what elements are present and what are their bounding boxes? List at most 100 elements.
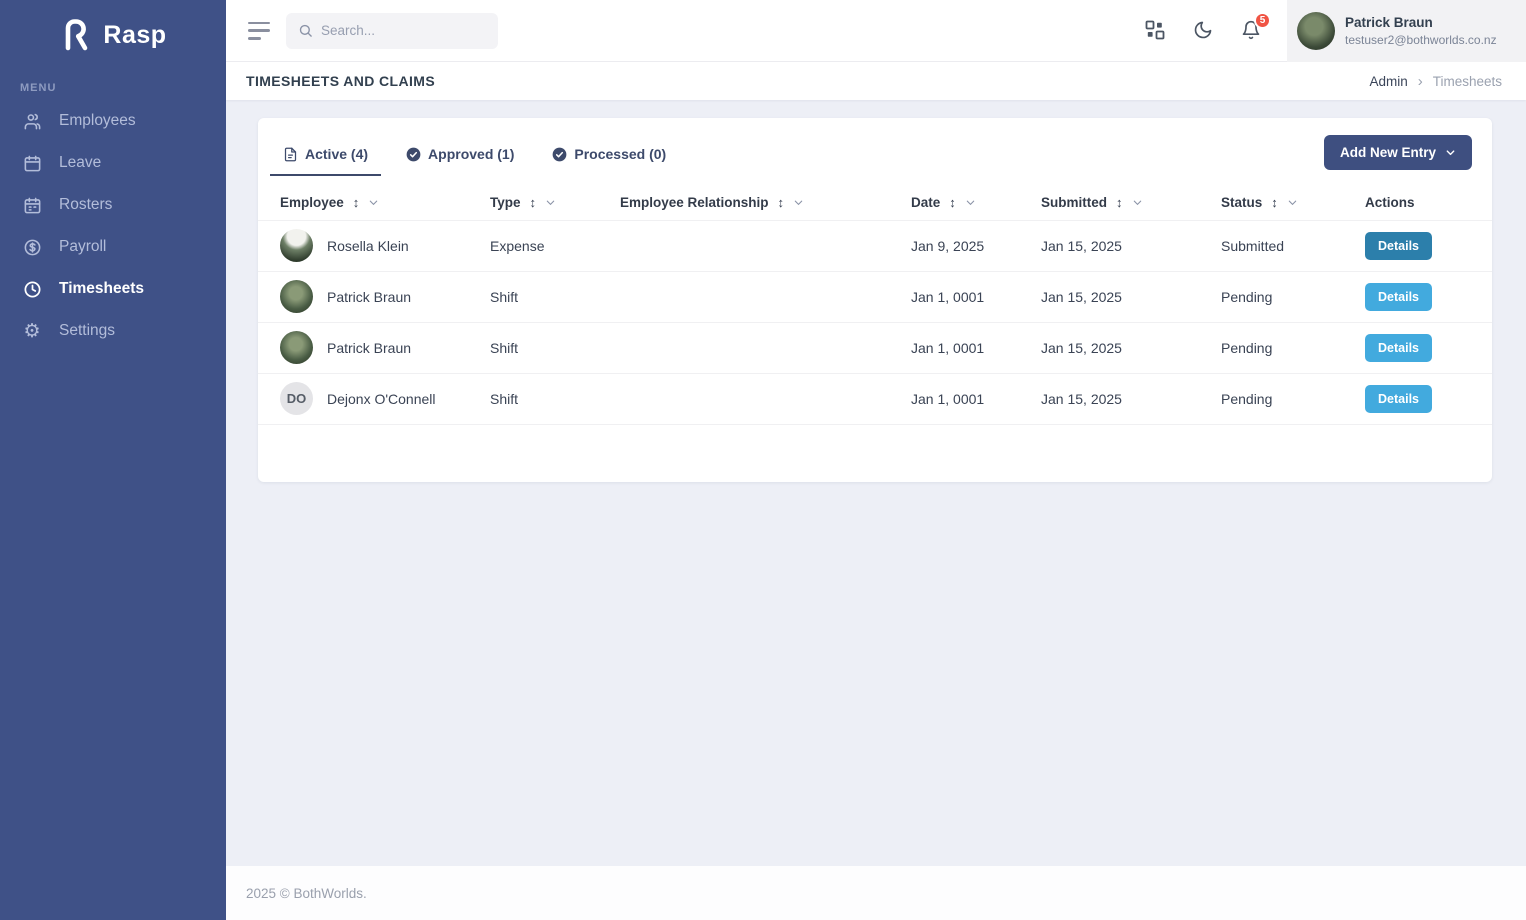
notifications-bell-icon[interactable]: 5 [1241,11,1271,42]
user-menu[interactable]: Patrick Braun testuser2@bothworlds.co.nz [1287,0,1526,62]
sidebar-item-label: Settings [59,322,116,339]
sidebar-item-rosters[interactable]: Rosters [0,184,226,226]
avatar [280,280,313,313]
sidebar-item-label: Timesheets [59,280,145,297]
search-icon [299,24,312,37]
type-cell: Expense [490,237,545,254]
sidebar-item-payroll[interactable]: Payroll [0,226,226,268]
timesheets-card: Active (4) Approved (1) Processed (0) Ad… [258,118,1492,482]
sidebar-item-label: Payroll [59,238,107,255]
status-cell: Submitted [1221,237,1285,254]
date-cell: Jan 1, 0001 [911,390,985,407]
gear-icon: ⚙ [23,320,41,342]
avatar [280,331,313,364]
breadcrumb-admin[interactable]: Admin [1369,73,1408,89]
search-input[interactable] [321,23,471,38]
clock-icon [22,279,42,299]
search-box [286,12,498,49]
column-label: Status [1221,195,1263,211]
dark-mode-moon-icon[interactable] [1193,20,1215,42]
sort-icon[interactable]: ↕ [949,195,956,211]
column-label: Employee Relationship [620,195,769,211]
tabs-row: Active (4) Approved (1) Processed (0) Ad… [258,118,1492,186]
column-header-submitted[interactable]: Submitted ↕ [1041,186,1221,220]
file-icon [284,147,297,161]
details-button[interactable]: Details [1365,231,1432,260]
column-header-date[interactable]: Date ↕ [911,186,1041,220]
column-label: Submitted [1041,195,1107,211]
column-header-type[interactable]: Type ↕ [490,186,620,220]
chevron-down-icon [1446,150,1455,156]
chevron-down-icon[interactable] [1132,197,1143,208]
dollar-circle-icon [22,237,42,257]
menu-section-label: MENU [20,82,57,94]
brand[interactable]: Rasp [0,0,226,64]
brand-name: Rasp [103,20,167,49]
tab-active[interactable]: Active (4) [270,142,382,184]
tab-label: Active (4) [305,146,369,162]
column-header-status[interactable]: Status ↕ [1221,186,1365,220]
apps-grid-icon[interactable] [1145,20,1167,42]
user-email: testuser2@bothworlds.co.nz [1345,32,1497,47]
details-button[interactable]: Details [1365,282,1432,311]
chevron-down-icon[interactable] [1287,197,1298,208]
topbar-icons: 5 [1145,11,1287,42]
status-cell: Pending [1221,288,1273,305]
details-button[interactable]: Details [1365,333,1432,362]
date-cell: Jan 1, 0001 [911,288,985,305]
calendar-grid-icon [22,195,42,215]
table-row: DO Dejonx O'Connell Shift Jan 1, 0001 Jan… [258,373,1492,424]
page-title: TIMESHEETS AND CLAIMS [246,73,436,89]
avatar [280,229,313,262]
relationship-cell [620,373,911,424]
submitted-cell: Jan 15, 2025 [1041,390,1122,407]
sidebar-item-timesheets[interactable]: Timesheets [0,268,226,310]
user-info: Patrick Braun testuser2@bothworlds.co.nz [1345,14,1497,46]
sidebar-item-label: Rosters [59,196,113,213]
table-header-row: Employee ↕ Type ↕ Employee Relationship ↕ D… [258,186,1492,220]
tab-approved[interactable]: Approved (1) [393,142,527,184]
column-header-employee[interactable]: Employee ↕ [258,186,490,220]
submitted-cell: Jan 15, 2025 [1041,288,1122,305]
main-column: 5 Patrick Braun testuser2@bothworlds.co.… [226,0,1526,920]
notification-count-badge: 5 [1254,11,1271,29]
sidebar-item-employees[interactable]: Employees [0,100,226,142]
details-button[interactable]: Details [1365,384,1432,413]
rasp-logo-icon [66,19,88,51]
breadcrumb-current: Timesheets [1432,73,1502,89]
chevron-down-icon[interactable] [965,197,976,208]
chevron-down-icon[interactable] [793,197,804,208]
status-cell: Pending [1221,390,1273,407]
people-icon [22,111,42,131]
sort-icon[interactable]: ↕ [1116,195,1123,211]
sort-icon[interactable]: ↕ [1271,195,1278,211]
avatar-initials: DO [280,382,313,415]
table-row: Patrick Braun Shift Jan 1, 0001 Jan 15, … [258,271,1492,322]
user-avatar [1297,11,1335,50]
type-cell: Shift [490,390,519,407]
chevron-down-icon[interactable] [545,197,556,208]
sort-icon[interactable]: ↕ [529,195,537,211]
tab-processed[interactable]: Processed (0) [539,142,679,184]
sort-icon[interactable]: ↕ [777,195,785,211]
sidebar-item-settings[interactable]: ⚙ Settings [0,310,226,352]
sidebar: Rasp MENU Employees Leave Rosters Pa [0,0,226,920]
sidebar-item-leave[interactable]: Leave [0,142,226,184]
tab-label: Processed (0) [574,146,667,162]
sort-icon[interactable]: ↕ [352,195,360,211]
menu-toggle-icon[interactable] [248,21,272,40]
timesheets-table: Employee ↕ Type ↕ Employee Relationship ↕ D… [258,186,1492,425]
date-cell: Jan 1, 0001 [911,339,985,356]
chevron-down-icon[interactable] [368,197,379,208]
table-row: Patrick Braun Shift Jan 1, 0001 Jan 15, … [258,322,1492,373]
status-cell: Pending [1221,339,1273,356]
column-header-actions: Actions [1365,186,1492,220]
column-label: Employee [280,195,344,211]
relationship-cell [620,322,911,373]
add-new-entry-button[interactable]: Add New Entry [1323,135,1472,170]
content-area: Active (4) Approved (1) Processed (0) Ad… [226,100,1526,866]
submitted-cell: Jan 15, 2025 [1041,237,1122,254]
column-header-relationship[interactable]: Employee Relationship ↕ [620,186,911,220]
breadcrumb-chevron-icon: › [1417,72,1423,90]
